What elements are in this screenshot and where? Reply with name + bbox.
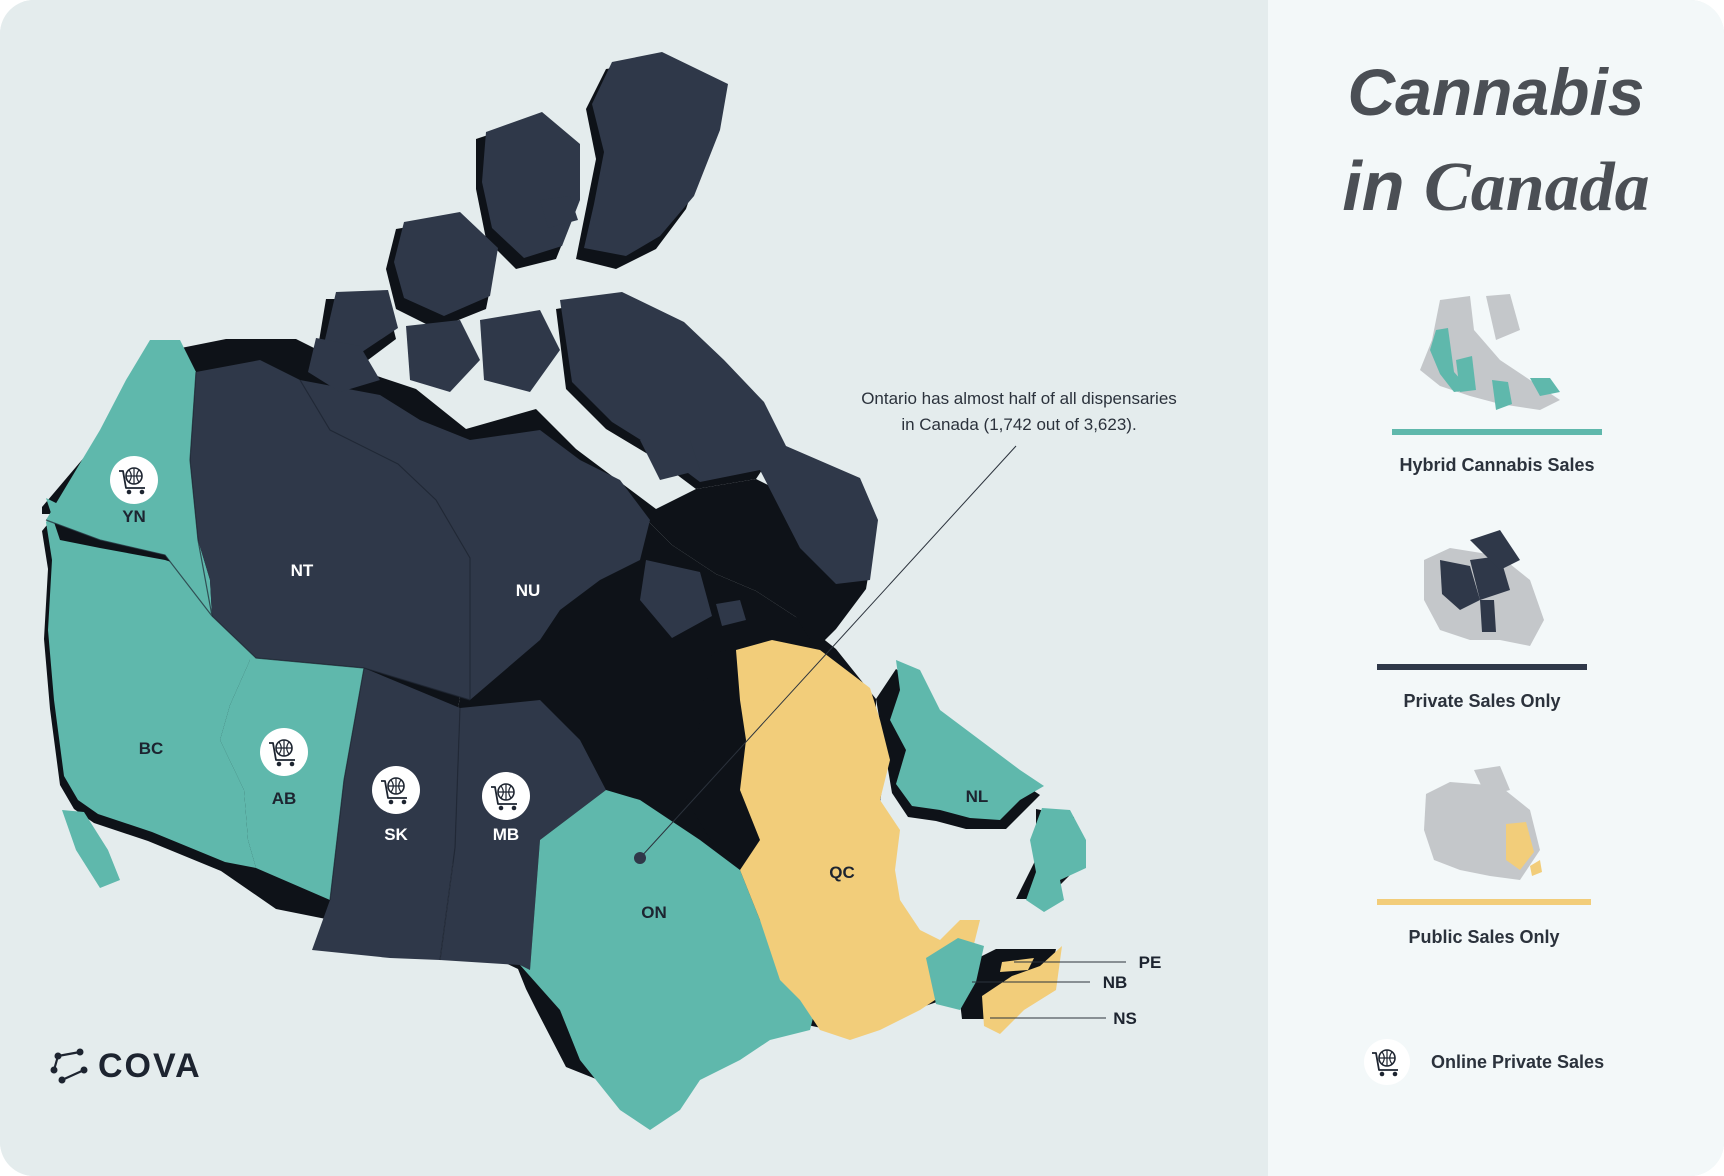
- legend-mini-maps: [1364, 294, 1602, 1085]
- legend-bar-private: [1377, 664, 1587, 670]
- annotation-leader-line: [639, 445, 1017, 859]
- map-provinces: [46, 52, 1086, 1130]
- label-nl: NL: [966, 787, 989, 806]
- legend-private-label: Private Sales Only: [1403, 691, 1561, 711]
- label-ns: NS: [1113, 1009, 1137, 1028]
- arctic-island: [716, 600, 746, 626]
- arctic-island: [394, 212, 498, 316]
- label-bc: BC: [139, 739, 164, 758]
- arctic-island: [406, 320, 480, 392]
- label-yn: YN: [122, 507, 146, 526]
- arctic-island: [308, 338, 380, 392]
- province-sk: [312, 668, 460, 960]
- province-nl: [890, 660, 1044, 820]
- page-title-line1: Cannabis: [1347, 55, 1645, 129]
- arctic-island: [540, 196, 578, 228]
- legend-map-hybrid: [1420, 294, 1560, 410]
- legend-online-badge: [1364, 1039, 1410, 1085]
- legend-public-label: Public Sales Only: [1408, 927, 1560, 947]
- province-mb: [440, 700, 606, 970]
- online-sales-badge-mb: [482, 772, 530, 820]
- page-title-line2-prefix: in: [1342, 147, 1425, 225]
- online-sales-badge-sk: [372, 766, 420, 814]
- label-nu: NU: [516, 581, 541, 600]
- cova-logo: COVA: [50, 1046, 202, 1086]
- province-nb: [926, 938, 984, 1010]
- legend-map-public: [1424, 766, 1542, 880]
- cova-logo-icon: [50, 1048, 88, 1084]
- label-qc: QC: [829, 863, 855, 882]
- province-qc: [736, 640, 980, 1040]
- arctic-island: [324, 290, 398, 352]
- label-mb: MB: [493, 825, 519, 844]
- page-title-line2: in Canada: [1268, 146, 1724, 228]
- maritime-leader-lines: [972, 961, 1126, 1019]
- province-nt: [190, 360, 470, 700]
- annotation-text-line2: in Canada (1,742 out of 3,623).: [901, 415, 1136, 434]
- legend-hybrid-label: Hybrid Cannabis Sales: [1399, 455, 1595, 475]
- label-on: ON: [641, 903, 667, 922]
- province-ns: [982, 946, 1062, 1034]
- legend-bar-public: [1377, 899, 1591, 905]
- page-title-line2-country: Canada: [1424, 149, 1650, 226]
- annotation-dot: [634, 852, 646, 864]
- arctic-island: [640, 440, 700, 480]
- vancouver-island: [62, 810, 120, 888]
- label-pe: PE: [1139, 953, 1162, 972]
- label-nt: NT: [291, 561, 314, 580]
- canada-map: Ontario has almost half of all dispensar…: [42, 52, 1177, 1130]
- label-sk: SK: [384, 825, 408, 844]
- annotation-text-line1: Ontario has almost half of all dispensar…: [861, 389, 1177, 408]
- arctic-island: [480, 310, 560, 392]
- online-sales-badge-ab: [260, 728, 308, 776]
- province-bc: [46, 498, 256, 868]
- province-nu: [300, 380, 650, 700]
- legend-bar-hybrid: [1392, 429, 1602, 435]
- label-ab: AB: [272, 789, 297, 808]
- southampton-island: [640, 560, 712, 638]
- arctic-island: [584, 52, 728, 256]
- newfoundland-island: [1026, 808, 1086, 912]
- online-sales-badge-yn: [110, 456, 158, 504]
- legend-map-private: [1424, 530, 1544, 646]
- province-borders: [45, 371, 471, 961]
- cova-logo-text: COVA: [98, 1046, 202, 1085]
- legend-online-label: Online Private Sales: [1431, 1052, 1605, 1072]
- baffin-island: [560, 292, 878, 584]
- province-on: [520, 790, 820, 1130]
- label-nb: NB: [1103, 973, 1128, 992]
